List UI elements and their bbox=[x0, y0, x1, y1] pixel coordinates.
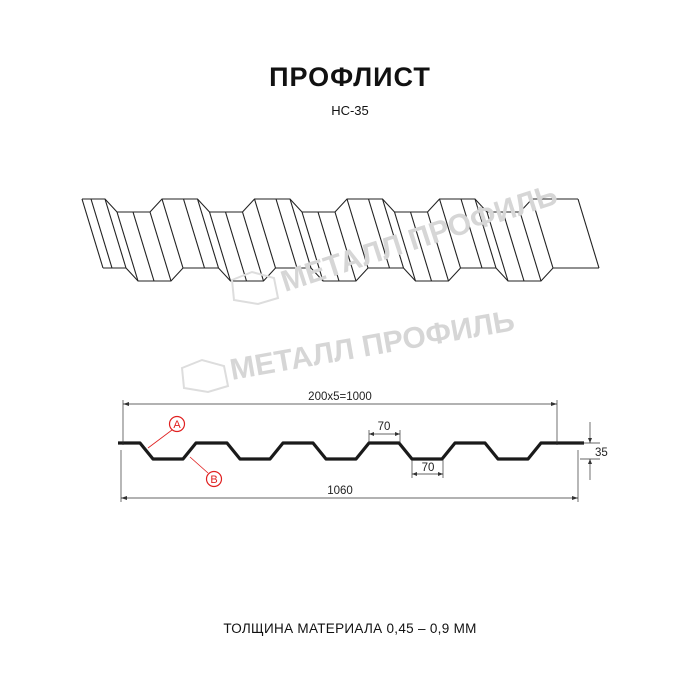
sheet-fold-line bbox=[486, 211, 509, 282]
sheet-fold-line bbox=[381, 198, 405, 269]
sheet-fold-line bbox=[253, 198, 277, 269]
sheet-fold-line bbox=[208, 211, 232, 282]
sheet-fold-line bbox=[438, 198, 462, 269]
page-title: ПРОФЛИСТ bbox=[269, 62, 431, 92]
svg-text:B: B bbox=[210, 474, 217, 486]
profile-line bbox=[118, 441, 584, 461]
sheet-fold-line bbox=[334, 211, 357, 282]
sheet-rib-line bbox=[409, 211, 433, 282]
sheet-fold-line bbox=[393, 211, 417, 282]
sheet-fold-line bbox=[161, 198, 184, 269]
sheet-fold-line bbox=[474, 198, 497, 269]
sheet-fold-line bbox=[81, 198, 104, 269]
sheet-perspective-view bbox=[81, 198, 600, 282]
watermark-logo-icon bbox=[180, 358, 230, 394]
material-thickness-note: ТОЛЩИНА МАТЕРИАЛА 0,45 – 0,9 ММ bbox=[223, 621, 477, 636]
sheet-fold-line bbox=[426, 211, 450, 282]
callout-b: B bbox=[189, 456, 223, 488]
profile-cross-section bbox=[118, 441, 584, 461]
watermark-logo-icon bbox=[230, 270, 280, 306]
sheet-rib-line bbox=[182, 198, 206, 269]
sheet-fold-line bbox=[301, 211, 324, 282]
sheet-fold-line bbox=[116, 211, 139, 282]
dimension-arrows bbox=[121, 402, 592, 500]
sheet-fold-line bbox=[531, 198, 554, 269]
sheet-fold-line bbox=[346, 198, 369, 269]
dim-bottom-width: 70 bbox=[422, 462, 435, 474]
sheet-rib-line bbox=[460, 198, 483, 269]
sheet-fold-line bbox=[196, 198, 220, 269]
sheet-fold-line bbox=[289, 198, 312, 269]
dim-total-width: 1060 bbox=[327, 485, 353, 497]
callout-a: A bbox=[147, 415, 186, 449]
sheet-rib-line bbox=[275, 198, 298, 269]
sheet-bottom-edge bbox=[103, 267, 599, 282]
dim-pitch-total: 200x5=1000 bbox=[308, 391, 372, 403]
sheet-rib-line bbox=[224, 211, 248, 282]
sheet-fold-line bbox=[519, 211, 542, 282]
sheet-rib-line bbox=[90, 198, 113, 269]
sheet-fold-line bbox=[149, 211, 172, 282]
sheet-rib-line bbox=[367, 198, 391, 269]
watermark-text-lower: МЕТАЛЛ ПРОФИЛЬ bbox=[227, 304, 517, 387]
dim-height: 35 bbox=[595, 447, 608, 459]
sheet-rib-line bbox=[132, 211, 155, 282]
sheet-fold-line bbox=[104, 198, 127, 269]
sheet-rib-line bbox=[317, 211, 340, 282]
model-subtitle: НС-35 bbox=[331, 103, 369, 118]
sheet-fold-line bbox=[577, 198, 600, 269]
sheet-rib-line bbox=[502, 211, 525, 282]
svg-text:A: A bbox=[173, 419, 181, 431]
dimension-lines bbox=[120, 400, 600, 502]
dim-top-width: 70 bbox=[378, 421, 391, 433]
sheet-fold-line bbox=[241, 211, 265, 282]
